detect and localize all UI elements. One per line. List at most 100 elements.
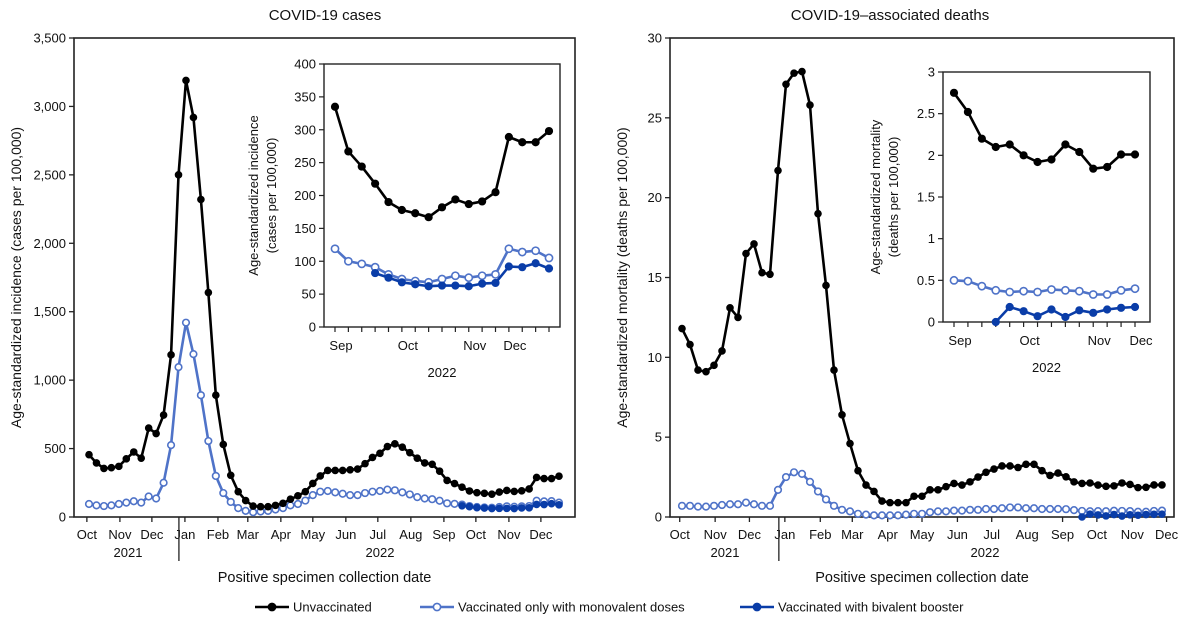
- year-label: 2021: [114, 545, 143, 560]
- inset-y-axis-title: Age-standardized incidence: [246, 115, 261, 275]
- data-point-vaccinated-only-with-monovalent-doses: [789, 468, 799, 477]
- data-point-unvaccinated: [405, 448, 414, 457]
- data-point-unvaccinated: [544, 126, 554, 136]
- data-point-unvaccinated: [982, 468, 990, 477]
- data-point-vaccinated-only-with-monovalent-doses: [330, 244, 340, 254]
- data-point-unvaccinated: [368, 453, 377, 462]
- y-tick-label: 1,000: [33, 373, 66, 388]
- year-label: 2022: [971, 545, 1000, 560]
- data-point-unvaccinated: [85, 450, 93, 459]
- y-tick-label: 5: [655, 430, 662, 445]
- data-point-vaccinated-with-bivalent-booster: [531, 259, 540, 268]
- x-tick-label: Jun: [335, 527, 356, 542]
- data-point-unvaccinated: [822, 281, 830, 290]
- legend-marker: [267, 602, 277, 612]
- inset-x-tick-label: Nov: [463, 338, 487, 353]
- x-tick-label: Oct: [77, 527, 98, 542]
- data-point-vaccinated-with-bivalent-booster: [1078, 513, 1086, 521]
- data-point-vaccinated-only-with-monovalent-doses: [1116, 285, 1126, 295]
- data-point-unvaccinated: [197, 195, 205, 204]
- data-point-vaccinated-with-bivalent-booster: [384, 273, 393, 282]
- y-tick-label: 3,500: [33, 31, 66, 46]
- y-tick-label: 10: [648, 350, 662, 365]
- inset-x-tick-label: Sep: [948, 333, 971, 348]
- data-point-unvaccinated: [473, 488, 481, 497]
- data-point-unvaccinated: [451, 195, 460, 204]
- data-point-unvaccinated: [1089, 164, 1098, 173]
- data-point-unvaccinated: [92, 459, 101, 467]
- data-point-unvaccinated: [256, 502, 265, 511]
- data-point-vaccinated-only-with-monovalent-doses: [885, 511, 895, 520]
- legend-item: Vaccinated with bivalent booster: [740, 600, 964, 615]
- data-point-vaccinated-only-with-monovalent-doses: [390, 486, 399, 495]
- data-point-vaccinated-only-with-monovalent-doses: [114, 499, 123, 509]
- y-tick-label: 25: [648, 110, 662, 125]
- legend-label: Unvaccinated: [293, 600, 372, 615]
- data-point-vaccinated-only-with-monovalent-doses: [869, 511, 879, 520]
- data-point-unvaccinated: [100, 464, 108, 473]
- data-point-vaccinated-with-bivalent-booster: [478, 279, 487, 288]
- data-point-vaccinated-with-bivalent-booster: [555, 501, 563, 509]
- data-point-vaccinated-with-bivalent-booster: [491, 278, 500, 288]
- data-point-unvaccinated: [1118, 479, 1126, 487]
- data-point-vaccinated-only-with-monovalent-doses: [813, 487, 823, 496]
- data-point-unvaccinated: [990, 465, 998, 473]
- data-point-vaccinated-only-with-monovalent-doses: [375, 486, 385, 496]
- x-tick-label: Apr: [271, 527, 292, 542]
- inset-y-tick-label: 0.5: [917, 273, 935, 288]
- data-point-vaccinated-only-with-monovalent-doses: [677, 501, 687, 510]
- x-tick-label: Jan: [174, 527, 195, 542]
- data-point-unvaccinated: [411, 209, 420, 218]
- data-point-unvaccinated: [949, 88, 959, 97]
- legend-item: Unvaccinated: [255, 600, 372, 615]
- x-tick-label: Mar: [841, 527, 864, 542]
- data-point-unvaccinated: [129, 448, 138, 456]
- legend: Unvaccinated Vaccinated only with monoval…: [255, 600, 964, 615]
- data-point-vaccinated-only-with-monovalent-doses: [991, 285, 1001, 295]
- data-point-vaccinated-with-bivalent-booster: [424, 282, 433, 291]
- data-point-unvaccinated: [226, 471, 235, 480]
- data-point-vaccinated-only-with-monovalent-doses: [773, 485, 783, 494]
- data-point-unvaccinated: [491, 188, 500, 197]
- data-point-unvaccinated: [159, 411, 168, 419]
- inset-y-tick-label: 0: [309, 320, 316, 335]
- data-point-unvaccinated: [1019, 151, 1028, 160]
- data-point-unvaccinated: [814, 209, 822, 218]
- inset-y-axis-title: Age-standardized mortality: [868, 119, 883, 274]
- data-point-vaccinated-with-bivalent-booster: [1126, 510, 1134, 519]
- data-point-unvaccinated: [264, 502, 272, 511]
- data-point-unvaccinated: [806, 101, 814, 109]
- x-tick-label: Apr: [878, 527, 899, 542]
- data-point-unvaccinated: [540, 474, 548, 483]
- inset-y-tick-label: 300: [294, 122, 316, 137]
- data-point-unvaccinated: [702, 367, 710, 376]
- inset-year-label: 2022: [1032, 360, 1061, 375]
- data-point-vaccinated-with-bivalent-booster: [451, 281, 460, 290]
- data-point-unvaccinated: [1110, 482, 1118, 490]
- data-point-vaccinated-only-with-monovalent-doses: [893, 511, 903, 520]
- inset-y-axis-title: (deaths per 100,000): [886, 137, 901, 258]
- data-point-unvaccinated: [391, 439, 399, 448]
- data-point-unvaccinated: [902, 498, 910, 507]
- data-point-vaccinated-only-with-monovalent-doses: [450, 271, 460, 281]
- data-point-vaccinated-only-with-monovalent-doses: [1045, 504, 1055, 514]
- inset-y-tick-label: 250: [294, 155, 316, 170]
- data-point-unvaccinated: [798, 67, 806, 76]
- data-point-unvaccinated: [1070, 478, 1078, 486]
- data-point-vaccinated-with-bivalent-booster: [1094, 511, 1102, 519]
- data-point-vaccinated-only-with-monovalent-doses: [308, 491, 317, 500]
- data-point-vaccinated-only-with-monovalent-doses: [741, 498, 751, 507]
- data-point-vaccinated-with-bivalent-booster: [411, 280, 420, 289]
- data-point-unvaccinated: [464, 199, 473, 209]
- data-point-vaccinated-only-with-monovalent-doses: [1029, 504, 1039, 513]
- x-tick-label: Feb: [207, 527, 229, 542]
- data-point-vaccinated-only-with-monovalent-doses: [757, 501, 767, 510]
- data-point-vaccinated-with-bivalent-booster: [1086, 510, 1094, 518]
- data-point-unvaccinated: [371, 179, 380, 188]
- chart-title: COVID-19–associated deaths: [791, 7, 989, 24]
- data-point-unvaccinated: [182, 76, 190, 85]
- inset-y-tick-label: 2.5: [917, 106, 935, 121]
- data-point-unvaccinated: [525, 485, 533, 493]
- data-point-unvaccinated: [926, 486, 934, 494]
- data-point-unvaccinated: [974, 473, 982, 481]
